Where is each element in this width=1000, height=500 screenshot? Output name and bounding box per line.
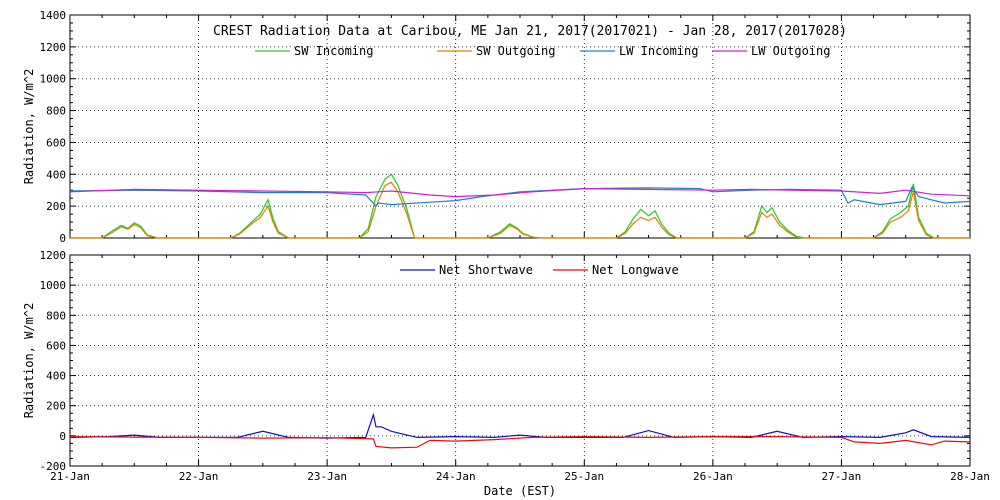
y-tick-label: 0 <box>59 430 66 443</box>
legend-label-net_sw: Net Shortwave <box>439 263 533 277</box>
series-line-lw_in <box>69 185 971 208</box>
y-tick-label: 600 <box>46 136 66 149</box>
y-axis-title: Radiation, W/m^2 <box>22 69 36 185</box>
y-tick-label: 200 <box>46 400 66 413</box>
legend-label-lw_in: LW Incoming <box>619 44 698 58</box>
series-line-sw_out <box>70 181 970 239</box>
legend-label-lw_out: LW Outgoing <box>751 44 830 58</box>
y-tick-label: 1000 <box>40 279 67 292</box>
x-tick-label: 22-Jan <box>179 470 219 483</box>
y-axis-title: Radiation, W/m^2 <box>22 303 36 419</box>
x-tick-label: 28-Jan <box>950 470 990 483</box>
x-tick-label: 24-Jan <box>436 470 476 483</box>
legend-label-sw_in: SW Incoming <box>294 44 373 58</box>
y-tick-label: 1400 <box>40 9 67 22</box>
chart-panel-2: -200 0 200 400 600 800 1000 1200 21-Jan 22-Jan 23-… <box>22 249 990 483</box>
y-tick-label: -200 <box>40 460 67 473</box>
y-tick-label: 600 <box>46 339 66 352</box>
y-tick-label: 400 <box>46 370 66 383</box>
y-tick-label: 200 <box>46 200 66 213</box>
x-tick-label: 23-Jan <box>307 470 347 483</box>
y-tick-label: 800 <box>46 309 66 322</box>
series-line-net_lw <box>69 435 971 449</box>
chart-title: CREST Radiation Data at Caribou, ME Jan … <box>213 24 847 39</box>
x-axis-title: Date (EST) <box>484 484 556 498</box>
y-tick-label: 1200 <box>40 41 67 54</box>
legend-label-sw_out: SW Outgoing <box>476 44 555 58</box>
x-tick-label: 26-Jan <box>693 470 733 483</box>
x-tick-label: 21-Jan <box>50 470 90 483</box>
chart-panel-1: 0 200 400 600 800 1000 1200 1400 Radiation, W/m^… <box>22 9 971 245</box>
x-tick-label: 27-Jan <box>822 470 862 483</box>
legend-label-net_lw: Net Longwave <box>592 263 679 277</box>
series-line-lw_out <box>69 187 971 198</box>
y-tick-label: 1200 <box>40 249 67 262</box>
x-tick-label: 25-Jan <box>564 470 604 483</box>
y-tick-label: 1000 <box>40 73 67 86</box>
y-tick-label: 400 <box>46 168 66 181</box>
y-tick-label: 800 <box>46 105 66 118</box>
y-tick-label: 0 <box>59 232 66 245</box>
